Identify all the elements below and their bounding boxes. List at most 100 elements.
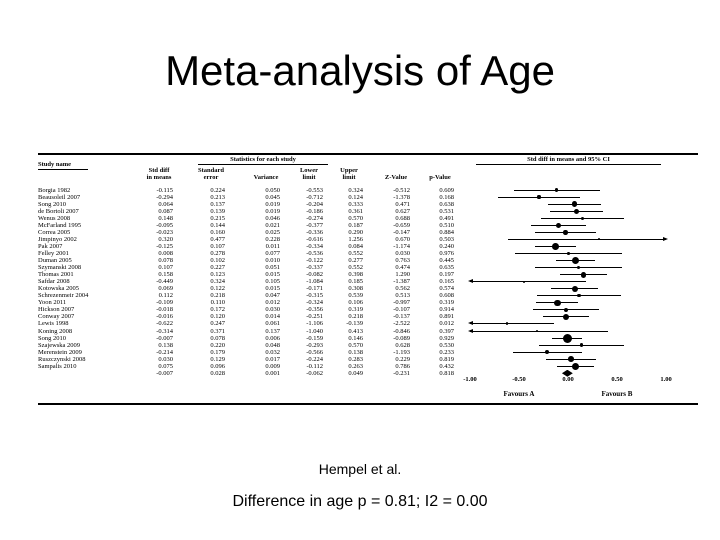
point-estimate xyxy=(563,313,570,320)
table-row: Hickson 2007 -0.018 0.172 0.030 -0.356 0.319 -… xyxy=(38,306,468,313)
table-row: Thomas 2001 0.158 0.123 0.015 -0.082 0.398 1.2… xyxy=(38,271,468,278)
point-estimate xyxy=(537,195,541,199)
value-cell-lower: -0.122 xyxy=(306,257,323,264)
value-cell-std_err: 0.096 xyxy=(210,362,225,370)
value-cell-std_err: 0.129 xyxy=(210,355,225,363)
value-cell-std_diff: -0.214 xyxy=(156,348,173,356)
value-cell-std_diff: 0.320 xyxy=(158,235,173,243)
study-name-cell: Song 2010 xyxy=(38,334,66,342)
value-cell-p: 0.929 xyxy=(439,334,454,342)
column-header-line: error xyxy=(203,174,219,181)
axis-tick-label: -0.50 xyxy=(512,376,526,383)
study-name-cell: Schrezenmeir 2004 xyxy=(38,292,89,300)
value-cell-lower: -0.536 xyxy=(306,249,323,257)
value-cell-upper: 0.319 xyxy=(348,306,363,314)
value-cell-upper: 0.324 xyxy=(348,186,363,194)
value-cell-p: 0.608 xyxy=(439,292,454,300)
study-name-cell: Wenus 2008 xyxy=(38,214,71,222)
value-cell-std_err: 0.120 xyxy=(210,313,225,321)
value-cell-p: 0.531 xyxy=(439,207,454,215)
table-row: Koning 2008 -0.314 0.371 0.137 -1.040 0.413 -0… xyxy=(38,328,468,335)
value-cell-lower: -0.377 xyxy=(306,221,323,229)
value-cell-upper: 0.049 xyxy=(348,369,363,377)
value-cell-p: 0.165 xyxy=(439,278,454,286)
point-estimate xyxy=(564,307,569,312)
value-cell-variance: 0.061 xyxy=(265,320,280,328)
value-cell-std_diff: -0.125 xyxy=(156,242,173,250)
value-cell-std_diff: -0.095 xyxy=(156,221,173,229)
value-cell-upper: 0.361 xyxy=(348,207,363,215)
value-cell-lower: -1.040 xyxy=(306,327,323,335)
value-cell-upper: 0.124 xyxy=(348,193,363,201)
value-cell-variance: 0.047 xyxy=(265,292,280,300)
axis-tick-label: 0.50 xyxy=(611,376,623,383)
value-cell-std_diff: 0.138 xyxy=(158,341,173,349)
value-cell-z: 0.030 xyxy=(395,249,410,257)
value-cell-z: 0.474 xyxy=(395,264,410,272)
table-row: Duman 2005 0.078 0.102 0.010 -0.122 0.277 0.76… xyxy=(38,257,468,264)
value-cell-p: 0.530 xyxy=(439,341,454,349)
study-name-cell: Conway 2007 xyxy=(38,313,75,321)
column-header-line: Z-Value xyxy=(384,174,408,181)
value-cell-lower: -0.553 xyxy=(306,186,323,194)
table-row: Song 2010 0.064 0.137 0.019 -0.204 0.333 0.471… xyxy=(38,201,468,208)
value-cell-lower: -1.084 xyxy=(306,278,323,286)
point-estimate xyxy=(554,299,561,307)
column-header-statistics-group: Statistics for each study xyxy=(198,156,328,165)
value-cell-p: 0.609 xyxy=(439,186,454,194)
table-row: Song 2010 -0.007 0.078 0.006 -0.159 0.146 -0.0… xyxy=(38,335,468,342)
value-cell-upper: 0.106 xyxy=(348,299,363,307)
table-row: Szajewska 2009 0.138 0.220 0.048 -0.293 0.570… xyxy=(38,342,468,349)
value-cell-std_diff: 0.158 xyxy=(158,271,173,279)
value-cell-upper: 0.283 xyxy=(348,355,363,363)
point-estimate xyxy=(568,356,574,362)
value-cell-z: 0.471 xyxy=(395,200,410,208)
study-name-cell: Lewis 1998 xyxy=(38,320,69,328)
value-cell-upper: 0.308 xyxy=(348,285,363,293)
point-estimate xyxy=(579,343,584,347)
value-cell-std_diff: 0.069 xyxy=(158,285,173,293)
value-cell-z: -2.522 xyxy=(393,320,410,328)
value-cell-std_diff: -0.018 xyxy=(156,306,173,314)
value-cell-std_diff: 0.064 xyxy=(158,200,173,208)
value-cell-variance: 0.010 xyxy=(265,257,280,264)
value-cell-std_err: 0.110 xyxy=(210,299,225,307)
value-cell-std_diff: 0.107 xyxy=(158,264,173,272)
arrow-right-icon xyxy=(663,236,668,241)
study-name-cell: Song 2010 xyxy=(38,200,66,208)
value-cell-z: 0.229 xyxy=(395,355,410,363)
point-estimate xyxy=(577,294,581,298)
value-cell-std_diff: -0.016 xyxy=(156,313,173,321)
value-cell-lower: -0.171 xyxy=(306,285,323,293)
study-name-cell: de Bortoli 2007 xyxy=(38,207,79,215)
arrow-left-icon xyxy=(468,279,473,284)
study-name-cell: Borgia 1982 xyxy=(38,186,71,194)
column-header-line: Standard xyxy=(197,167,224,174)
value-cell-p: 0.976 xyxy=(439,249,454,257)
study-name-cell: Felley 2001 xyxy=(38,249,69,257)
value-cell-z: -1.378 xyxy=(393,193,410,201)
value-cell-variance: 0.001 xyxy=(265,369,280,377)
value-cell-std_diff: 0.030 xyxy=(158,355,173,363)
value-cell-z: 0.786 xyxy=(395,362,410,370)
page-title: Meta-analysis of Age xyxy=(165,47,555,94)
point-estimate xyxy=(505,322,509,326)
value-cell-variance: 0.012 xyxy=(265,299,280,307)
point-estimate xyxy=(598,238,601,241)
ci-line xyxy=(507,238,666,240)
value-cell-variance: 0.025 xyxy=(265,228,280,236)
point-estimate xyxy=(563,230,568,235)
value-cell-std_err: 0.028 xyxy=(210,369,225,377)
point-estimate xyxy=(536,330,539,332)
value-cell-variance: 0.048 xyxy=(265,341,280,349)
value-cell-lower: -0.315 xyxy=(306,292,323,300)
value-cell-p: 0.240 xyxy=(439,242,454,250)
value-cell-z: 0.513 xyxy=(395,292,410,300)
table-row: Szymanski 2008 0.107 0.227 0.051 -0.337 0.552… xyxy=(38,264,468,271)
table-row: Conway 2007 -0.016 0.120 0.014 -0.251 0.218 -0… xyxy=(38,313,468,320)
table-row: Wenus 2008 0.148 0.215 0.046 -0.274 0.570 0.68… xyxy=(38,215,468,222)
study-name-cell: Ruszczynski 2008 xyxy=(38,355,86,363)
value-cell-lower: -0.334 xyxy=(306,242,323,250)
value-cell-variance: 0.137 xyxy=(265,327,280,335)
value-cell-std_diff: -0.023 xyxy=(156,228,173,236)
